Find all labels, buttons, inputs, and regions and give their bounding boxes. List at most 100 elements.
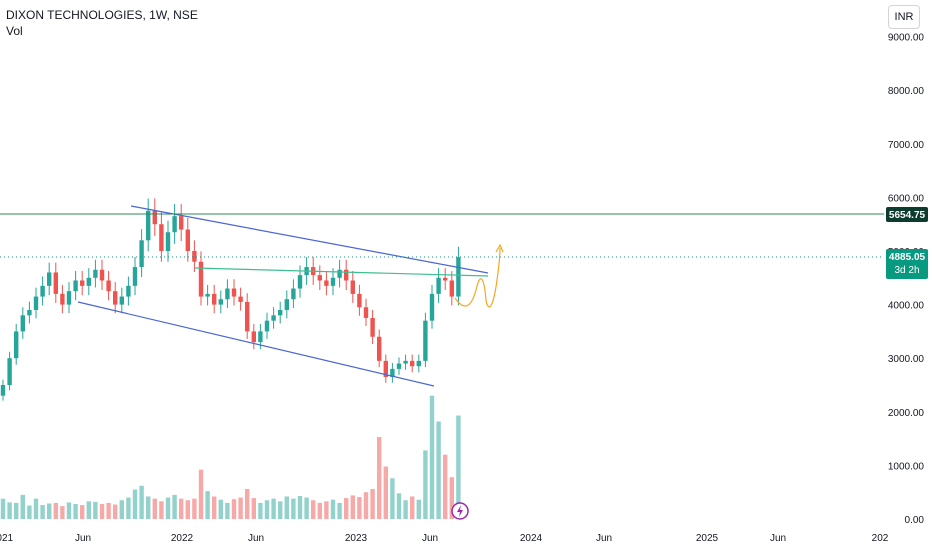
candle-body (410, 360, 415, 367)
time-tick-label: 2025 (696, 533, 719, 544)
candle-body (330, 277, 336, 286)
candle-body (14, 331, 19, 359)
price-tick-label: 1000.00 (888, 461, 925, 472)
price-axis: 9000.008000.007000.006000.005000.004000.… (888, 33, 925, 526)
candle-body (152, 210, 157, 225)
candle-body (53, 272, 58, 294)
volume-bar (278, 501, 283, 519)
candle-body (192, 251, 197, 262)
time-tick-label: Jun (248, 533, 264, 544)
price-tick-label: 2000.00 (888, 408, 925, 419)
candle-body (7, 358, 12, 385)
projection-path[interactable] (454, 247, 501, 308)
price-tick-label: 4000.00 (888, 301, 925, 312)
volume-bar (212, 496, 217, 519)
volume-bar (73, 503, 78, 519)
time-tick-label: Jun (770, 533, 786, 544)
candle-body (99, 269, 105, 281)
volume-bar (179, 498, 184, 519)
candle-body (251, 331, 256, 343)
volume-bar (330, 499, 336, 519)
candle-body (126, 285, 131, 297)
candle-body (284, 299, 289, 310)
volume-bar (264, 500, 270, 519)
candle-body (403, 360, 408, 364)
flash-icon[interactable] (451, 502, 469, 520)
neckline[interactable] (194, 267, 489, 277)
volume-bar (443, 454, 448, 519)
candle-body (139, 240, 144, 268)
candle-body (363, 307, 369, 318)
volume-bar (344, 498, 349, 519)
candle-body (172, 216, 177, 233)
time-tick-label: Jun (596, 533, 612, 544)
candle-body (396, 363, 402, 369)
volume-bar (410, 496, 415, 519)
candlesticks (0, 198, 461, 401)
drawings (0, 205, 884, 387)
candle-body (423, 320, 428, 361)
price-tick-label: 3000.00 (888, 354, 925, 365)
candle-body (132, 267, 138, 286)
candle-body (165, 232, 171, 251)
volume-bar (423, 450, 428, 519)
volume-bar (192, 498, 197, 519)
candle-body (27, 309, 32, 316)
volume-bar (403, 500, 408, 519)
volume-bar (317, 502, 322, 519)
volume-bar (139, 485, 144, 519)
volume-bar (20, 494, 25, 519)
volume-bar (99, 503, 105, 519)
channel-upper-line[interactable] (130, 205, 489, 274)
candle-body (436, 277, 441, 294)
candle-body (337, 269, 342, 278)
last-price-badge: 4885.05 3d 2h (886, 249, 928, 279)
volume-bar (238, 497, 243, 519)
candle-body (383, 360, 388, 377)
candle-body (317, 275, 322, 281)
candle-body (33, 296, 39, 310)
volume-bar (113, 504, 118, 519)
price-tick-label: 6000.00 (888, 193, 925, 204)
channel-lower-line[interactable] (77, 301, 435, 387)
candle-body (106, 280, 111, 292)
volume-bar (47, 503, 52, 519)
volume-bar (205, 491, 210, 519)
volume-bar (198, 469, 204, 519)
volume-bar (357, 497, 362, 519)
candle-body (212, 293, 217, 305)
candle-body (390, 368, 395, 377)
time-tick-label: 2023 (345, 533, 368, 544)
time-tick-label: 2022 (171, 533, 194, 544)
currency-button[interactable]: INR (888, 5, 920, 29)
volume-indicator-label[interactable]: Vol (6, 24, 23, 38)
volume-bar (14, 502, 19, 519)
price-tick-label: 0.00 (905, 515, 925, 526)
volume-bars (0, 395, 461, 519)
volume-bar (377, 436, 382, 519)
candle-body (344, 269, 349, 281)
volume-bar (218, 499, 223, 519)
hline-price-badge: 5654.75 (886, 207, 928, 222)
volume-bar (66, 502, 72, 519)
time-tick-label: 2021 (0, 533, 14, 544)
candle-body (20, 315, 25, 332)
symbol-title: DIXON TECHNOLOGIES, 1W, NSE (6, 8, 198, 22)
candle-body (324, 280, 329, 286)
volume-bar (258, 502, 263, 519)
volume-bar (390, 478, 395, 519)
candle-body (73, 280, 78, 292)
volume-bar (7, 502, 12, 519)
volume-bar (225, 502, 230, 519)
time-tick-label: Jun (75, 533, 91, 544)
volume-bar (284, 496, 289, 519)
candle-body (225, 288, 230, 300)
volume-bar (119, 500, 124, 519)
last-price-label: 4885.05 (889, 252, 926, 263)
candle-body (66, 291, 72, 305)
volume-bar (165, 497, 171, 519)
candle-body (205, 293, 210, 297)
candle-body (297, 275, 303, 289)
volume-bar (291, 498, 296, 519)
